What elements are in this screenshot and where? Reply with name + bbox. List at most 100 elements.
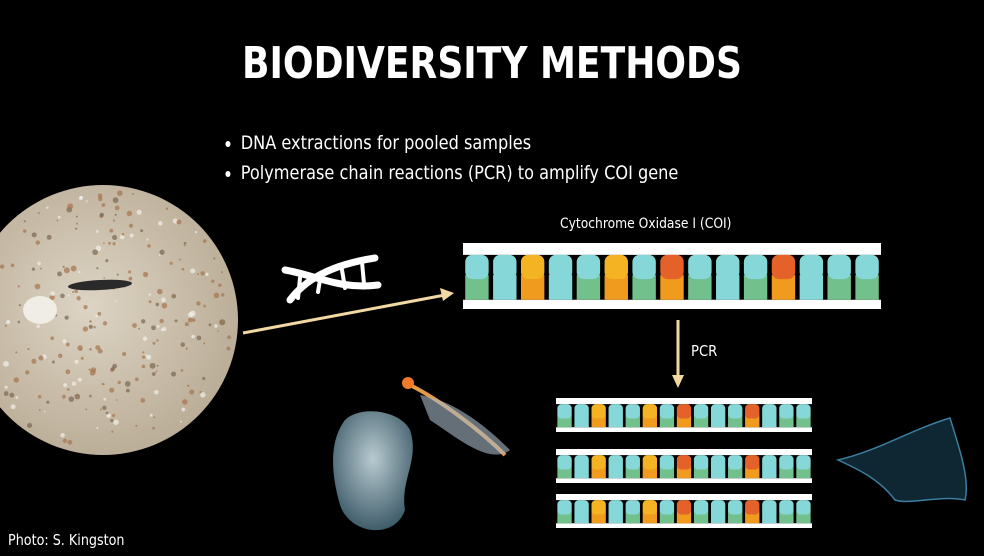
speckle bbox=[112, 242, 116, 246]
speckle bbox=[95, 314, 98, 318]
speckle bbox=[90, 367, 97, 373]
speckle bbox=[67, 203, 74, 210]
speckle bbox=[165, 207, 169, 210]
speckle bbox=[174, 319, 178, 323]
speckle bbox=[136, 209, 142, 215]
speckle bbox=[63, 267, 70, 274]
speckle bbox=[37, 212, 40, 215]
speckle bbox=[157, 288, 163, 295]
speckle bbox=[205, 272, 209, 276]
speckle bbox=[82, 326, 89, 332]
speckle bbox=[110, 418, 114, 423]
speckle bbox=[17, 320, 21, 324]
speckle bbox=[111, 414, 116, 418]
speckle bbox=[180, 420, 183, 423]
speckle bbox=[158, 221, 163, 226]
speckle bbox=[3, 391, 9, 396]
speckle bbox=[67, 439, 73, 445]
speckle bbox=[185, 347, 188, 350]
base-lower bbox=[855, 275, 879, 300]
base-upper bbox=[659, 404, 675, 419]
speckle bbox=[111, 430, 114, 433]
speckle bbox=[116, 273, 119, 276]
speckle bbox=[125, 388, 130, 393]
speckle bbox=[39, 267, 42, 270]
base-lower bbox=[576, 275, 601, 300]
speckle bbox=[75, 215, 78, 218]
title: BIODIVERSITY METHODS bbox=[242, 38, 742, 89]
speckle bbox=[156, 339, 159, 342]
speckle bbox=[181, 407, 186, 412]
speckle bbox=[115, 399, 118, 401]
speckle bbox=[127, 270, 132, 274]
base-lower bbox=[771, 275, 796, 300]
base-upper bbox=[591, 455, 606, 470]
speckle bbox=[152, 426, 156, 430]
base-upper bbox=[676, 455, 692, 470]
speckle bbox=[6, 320, 11, 324]
speckle bbox=[121, 232, 125, 236]
base-upper bbox=[762, 500, 777, 515]
speckle bbox=[60, 293, 65, 299]
speckle bbox=[62, 394, 66, 399]
speckle bbox=[78, 270, 81, 274]
ctenophore-image bbox=[333, 411, 413, 531]
speckle bbox=[153, 416, 156, 419]
speckle bbox=[220, 271, 223, 274]
bullet: DNA extractions for pooled samples bbox=[241, 128, 679, 158]
speckle bbox=[138, 327, 141, 330]
speckle bbox=[46, 400, 50, 404]
speckle bbox=[74, 289, 78, 294]
speckle bbox=[146, 354, 152, 360]
speckle bbox=[180, 369, 184, 372]
speckle bbox=[3, 360, 9, 367]
speckle bbox=[149, 413, 153, 417]
base-lower bbox=[827, 275, 851, 300]
speckle bbox=[160, 328, 164, 332]
base-upper bbox=[796, 404, 811, 419]
speckle bbox=[128, 223, 134, 228]
base-upper bbox=[688, 254, 712, 280]
speckle bbox=[156, 364, 159, 367]
speckle bbox=[158, 253, 161, 256]
speckle bbox=[99, 212, 104, 217]
speckle bbox=[38, 408, 41, 411]
base-lower bbox=[660, 275, 684, 300]
speckle bbox=[101, 382, 104, 386]
speckle bbox=[114, 213, 117, 216]
speckle bbox=[126, 210, 133, 217]
speckle bbox=[65, 369, 71, 375]
base-upper bbox=[520, 254, 545, 280]
base-upper bbox=[608, 500, 623, 515]
base-upper bbox=[693, 404, 709, 419]
speckle bbox=[62, 339, 67, 344]
base-upper bbox=[676, 500, 692, 515]
speckle bbox=[113, 419, 119, 425]
speckle bbox=[142, 336, 148, 341]
speckle bbox=[191, 334, 195, 339]
speckle bbox=[43, 410, 46, 413]
speckle bbox=[202, 239, 207, 243]
speckle bbox=[4, 385, 8, 389]
base-upper bbox=[576, 254, 601, 280]
speckle bbox=[151, 372, 156, 376]
speckle bbox=[26, 422, 33, 429]
photo-credit: Photo: S. Kingston bbox=[8, 531, 125, 549]
speckle bbox=[64, 315, 69, 320]
speckle bbox=[96, 426, 99, 429]
speckle bbox=[159, 318, 164, 324]
base-lower bbox=[743, 275, 768, 300]
speckle bbox=[155, 302, 160, 307]
gene-label: Cytochrome Oxidase I (COI) bbox=[560, 216, 732, 232]
base-lower bbox=[688, 275, 712, 300]
speckle bbox=[147, 244, 151, 248]
speckle bbox=[142, 351, 145, 354]
base-upper bbox=[779, 404, 794, 419]
speckle bbox=[132, 323, 137, 328]
base-upper bbox=[574, 500, 589, 515]
speckle bbox=[112, 219, 116, 222]
speckle bbox=[10, 404, 16, 410]
speckle bbox=[114, 205, 120, 211]
